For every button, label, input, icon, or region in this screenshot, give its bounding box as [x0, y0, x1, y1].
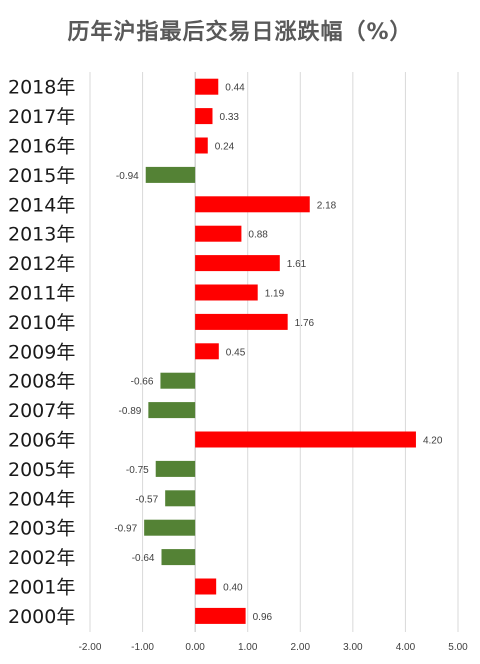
data-label: -0.75: [126, 465, 149, 476]
x-tick-label: 0.00: [185, 642, 205, 653]
data-label: 1.19: [265, 289, 285, 300]
category-label: 2008年: [8, 371, 75, 393]
category-label: 2000年: [8, 606, 75, 628]
data-label: 2.18: [317, 200, 337, 211]
bar: [195, 78, 219, 95]
bar: [160, 372, 196, 389]
data-label: 0.33: [219, 112, 239, 123]
data-label: 0.40: [223, 583, 243, 594]
bars: [144, 78, 416, 624]
data-label: -0.57: [135, 494, 158, 505]
data-label: 0.24: [215, 142, 235, 153]
x-tick-label: -2.00: [79, 642, 102, 653]
bar: [161, 549, 196, 566]
bar: [195, 578, 217, 595]
category-label: 2017年: [8, 106, 75, 128]
category-label: 2013年: [8, 224, 75, 246]
x-tick-label: 2.00: [291, 642, 311, 653]
category-label: 2003年: [8, 518, 75, 540]
labels: -2.00 -1.00 0.00 1.00 2.00 3.00 4.00 5.00 2018年 0…: [8, 77, 468, 653]
category-label: 2002年: [8, 547, 75, 569]
bar: [195, 108, 213, 125]
x-tick-label: 3.00: [343, 642, 363, 653]
data-label: 0.96: [253, 612, 273, 623]
category-label: 2001年: [8, 577, 75, 599]
x-tick-label: 1.00: [238, 642, 258, 653]
grid-lines: [89, 72, 459, 632]
category-label: 2016年: [8, 136, 75, 158]
x-tick-label: 5.00: [448, 642, 468, 653]
bar: [195, 196, 310, 213]
data-label: 4.20: [423, 436, 443, 447]
category-label: 2009年: [8, 341, 75, 363]
bar: [144, 519, 196, 536]
bar: [195, 284, 258, 301]
data-label: 0.88: [248, 230, 268, 241]
data-label: 1.61: [287, 259, 307, 270]
chart-title: 历年沪指最后交易日涨跌幅（%）: [67, 20, 413, 45]
data-label: -0.94: [116, 171, 139, 182]
category-label: 2004年: [8, 488, 75, 510]
bar: [195, 607, 246, 624]
bar: [195, 313, 288, 330]
data-label: -0.97: [114, 524, 137, 535]
bar: [195, 255, 280, 272]
category-label: 2014年: [8, 194, 75, 216]
data-label: -0.89: [119, 406, 142, 417]
data-label: 0.45: [226, 347, 246, 358]
x-tick-label: 4.00: [396, 642, 416, 653]
data-label: -0.66: [131, 377, 154, 388]
bar: [195, 225, 242, 242]
bar: [148, 402, 196, 419]
category-label: 2018年: [8, 77, 75, 99]
category-label: 2007年: [8, 400, 75, 422]
bar: [145, 166, 196, 183]
x-tick-label: -1.00: [131, 642, 154, 653]
data-label: 1.76: [295, 318, 315, 329]
category-label: 2005年: [8, 459, 75, 481]
bar: [195, 431, 416, 448]
bar: [155, 460, 196, 477]
category-label: 2011年: [8, 283, 75, 305]
data-label: -0.64: [132, 553, 155, 564]
category-label: 2006年: [8, 430, 75, 452]
category-label: 2012年: [8, 253, 75, 275]
bar: [195, 137, 208, 154]
bar: [165, 490, 196, 507]
bar: [195, 343, 219, 360]
category-label: 2015年: [8, 165, 75, 187]
data-label: 0.44: [225, 83, 245, 94]
category-label: 2010年: [8, 312, 75, 334]
